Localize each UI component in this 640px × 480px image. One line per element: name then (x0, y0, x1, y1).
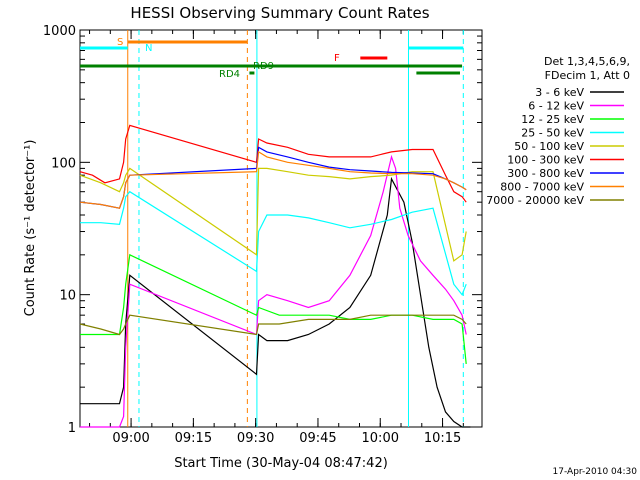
legend-entry: 6 - 12 keV (528, 100, 584, 113)
series-lines (79, 124, 471, 428)
x-tick-label: 10:00 (362, 431, 399, 446)
legend-entry: 3 - 6 keV (535, 86, 584, 99)
series-line (80, 176, 471, 428)
x-tick-label: 09:15 (175, 431, 212, 446)
legend-entry: 100 - 300 keV (507, 154, 584, 167)
y-tick-label: 1 (68, 421, 76, 436)
x-tick-label: 10:15 (424, 431, 461, 446)
series-line (80, 253, 467, 364)
legend-header-1: Det 1,3,4,5,6,9, (544, 55, 630, 68)
series-line (79, 314, 467, 336)
flag-label-rd4: RD4 (219, 69, 240, 80)
x-tick-label: 09:00 (112, 431, 149, 446)
flag-label-s: S (117, 37, 123, 48)
series-line (80, 154, 467, 428)
series-line (80, 190, 467, 296)
legend-header-2: FDecim 1, Att 0 (545, 69, 630, 82)
flag-label-n: N (145, 43, 152, 54)
y-axis-label: Count Rate (s⁻¹ detector⁻¹) (23, 140, 38, 317)
y-tick-labels: 1 10 100 1000 (43, 24, 76, 436)
legend-entry: 300 - 800 keV (507, 167, 584, 180)
flag-vertical-lines (127, 30, 464, 427)
x-tick-label: 09:45 (299, 431, 336, 446)
plot-frame (79, 29, 483, 428)
x-tick-label: 09:30 (237, 431, 274, 446)
y-tick-label: 100 (51, 156, 76, 171)
y-tick-label: 1000 (43, 24, 76, 39)
series-line (79, 124, 467, 203)
flag-label-f: F (334, 53, 340, 64)
axis-ticks (80, 29, 482, 428)
flag-bars: S N RD9 RD4 F (80, 37, 464, 80)
y-tick-label: 10 (59, 289, 76, 304)
chart-title: HESSI Observing Summary Count Rates (130, 4, 429, 22)
flag-label-rd9: RD9 (253, 61, 274, 72)
legend-entry: 25 - 50 keV (521, 127, 584, 140)
x-tick-labels: 09:00 09:15 09:30 09:45 10:00 10:15 (112, 431, 461, 446)
series-line (79, 150, 467, 209)
series-line (79, 167, 467, 262)
footer-timestamp: 17-Apr-2010 04:30 (553, 467, 638, 477)
x-axis-label: Start Time (30-May-04 08:47:42) (174, 456, 388, 471)
legend-entry: 12 - 25 keV (521, 113, 584, 126)
legend-entry: 800 - 7000 keV (500, 181, 584, 194)
legend-entry: 7000 - 20000 keV (486, 194, 584, 207)
legend: Det 1,3,4,5,6,9, FDecim 1, Att 0 3 - 6 k… (486, 55, 630, 207)
legend-entry: 50 - 100 keV (514, 140, 584, 153)
